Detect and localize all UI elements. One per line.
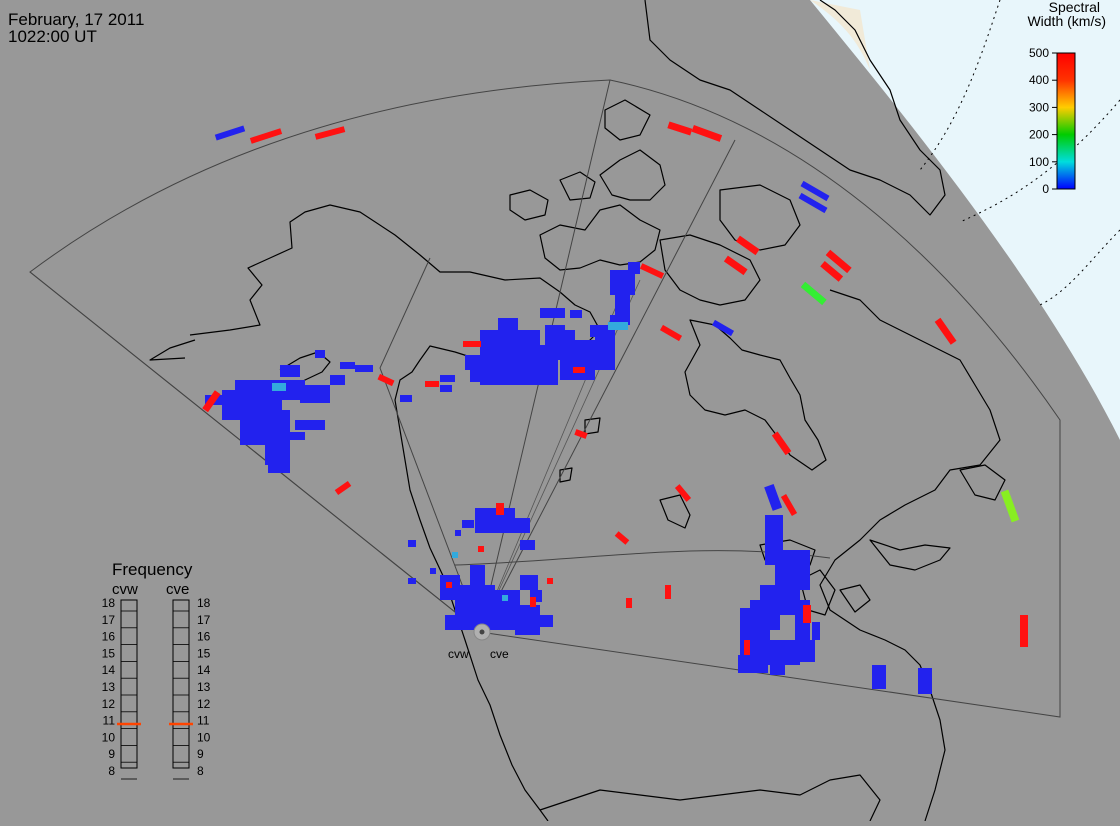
spectral-width-colorbar: Spectral Width (km/s) 500 400 300 200 100 0 [1027, 0, 1106, 196]
radar-fields-of-view [29, 79, 1061, 718]
colorbar-ticks: 500 400 300 200 100 0 [1029, 46, 1057, 196]
colorbar-tick-label: 300 [1029, 100, 1049, 114]
frequency-radar-cvw: cvw [112, 581, 138, 598]
frequency-tick-label: 13 [197, 680, 211, 694]
frequency-tick-label: 10 [102, 730, 116, 744]
greenland-ice [810, 0, 870, 70]
frequency-bar-cve [172, 599, 190, 769]
frequency-tick-label: 17 [197, 613, 211, 627]
frequency-tick-label: 15 [197, 646, 211, 660]
colorbar-tick-label: 400 [1029, 73, 1049, 87]
frequency-tick-label: 11 [103, 714, 116, 728]
scatter-red [202, 121, 1028, 655]
time-label: 1022:00 UT [8, 27, 97, 46]
frequency-tick-label: 8 [108, 764, 115, 778]
frequency-tick-label: 11 [197, 714, 210, 728]
frequency-bar-cvw [120, 599, 138, 769]
frequency-tick-label: 18 [102, 596, 116, 610]
frequency-tick-label: 18 [197, 596, 211, 610]
frequency-tick-label: 17 [102, 613, 116, 627]
site-label-cve: cve [490, 647, 509, 661]
frequency-tick-label: 12 [197, 697, 211, 711]
frequency-tick-label: 10 [197, 730, 211, 744]
frequency-title: Frequency [112, 560, 193, 579]
scatter-blue [205, 125, 932, 694]
radar-site-center [479, 629, 485, 635]
colorbar-tick-label: 500 [1029, 46, 1049, 60]
scatter-green [800, 281, 1020, 523]
colorbar-tick-label: 0 [1042, 182, 1049, 196]
frequency-tick-label: 16 [197, 630, 211, 644]
scatter-cyan [272, 322, 628, 601]
latitude-circle [1039, 229, 1120, 306]
daylight-region [810, 0, 1120, 440]
frequency-tick-label: 12 [102, 697, 116, 711]
colorbar-title-line2: Width (km/s) [1027, 13, 1106, 29]
frequency-ticks: 18 18 17 17 16 16 15 15 14 14 13 13 12 12 11 11 10 10 9 9 8 8 [102, 596, 211, 780]
frequency-tick-label: 9 [108, 747, 115, 761]
frequency-tick-label: 8 [197, 764, 204, 778]
latitude-circle [959, 99, 1120, 223]
frequency-radar-cve: cve [166, 581, 189, 598]
frequency-tick-label: 16 [102, 630, 116, 644]
colorbar-gradient [1056, 52, 1076, 190]
frequency-tick-label: 13 [102, 680, 116, 694]
frequency-panel: Frequency cvw cve 18 18 17 17 16 16 15 15 14 14 13… [102, 560, 211, 780]
colorbar-title-line1: Spectral [1049, 0, 1100, 15]
frequency-tick-label: 14 [102, 663, 116, 677]
colorbar-tick-label: 200 [1029, 128, 1049, 142]
date-label: February, 17 2011 [8, 10, 144, 29]
colorbar-tick-label: 100 [1029, 155, 1049, 169]
frequency-tick-label: 15 [102, 646, 116, 660]
frequency-tick-label: 14 [197, 663, 211, 677]
frequency-tick-label: 9 [197, 747, 204, 761]
site-label-cvw: cvw [448, 647, 469, 661]
